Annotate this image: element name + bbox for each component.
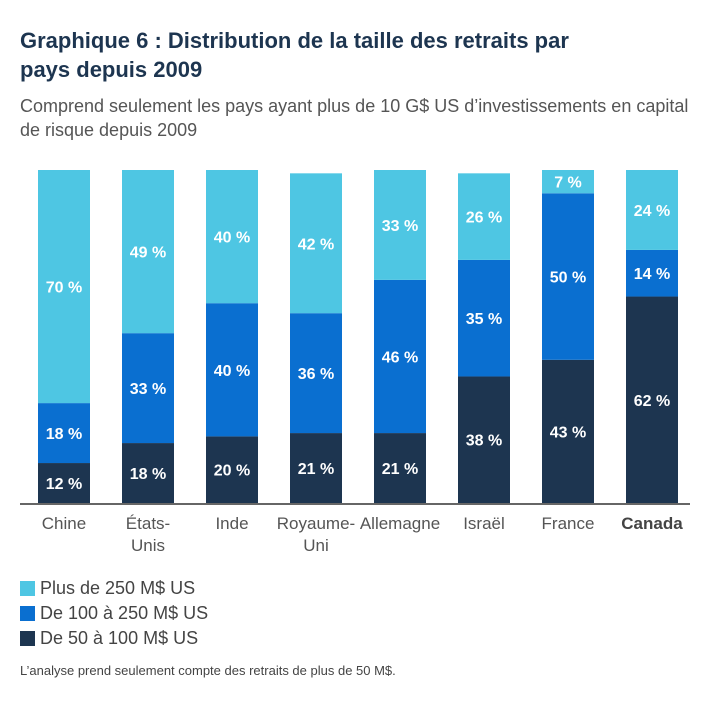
bar-segment xyxy=(38,403,90,464)
category-label: Canada xyxy=(621,514,683,533)
bar-segment xyxy=(542,359,594,503)
chart-title: Graphique 6 : Distribution de la taille … xyxy=(20,28,569,82)
legend-item: De 50 à 100 M$ US xyxy=(20,626,208,651)
data-label: 7 % xyxy=(554,175,582,192)
data-label: 36 % xyxy=(298,366,334,383)
bar-segment xyxy=(626,249,678,297)
category-label: États- xyxy=(126,514,170,533)
data-label: 20 % xyxy=(214,463,250,480)
data-label: 43 % xyxy=(550,424,586,441)
bar-segment xyxy=(374,433,426,503)
legend-label: De 100 à 250 M$ US xyxy=(40,603,209,623)
category-label: France xyxy=(542,514,595,533)
data-label: 18 % xyxy=(130,466,166,483)
data-label: 46 % xyxy=(382,349,418,366)
bar-segment xyxy=(374,170,426,280)
bar-segment xyxy=(38,170,90,404)
bar-segment xyxy=(206,436,258,503)
category-label: Israël xyxy=(463,514,505,533)
bar-segment xyxy=(458,376,510,503)
data-label: 26 % xyxy=(466,210,502,227)
data-label: 33 % xyxy=(130,381,166,398)
bar-segment xyxy=(290,173,342,314)
bar-segment xyxy=(122,170,174,334)
data-label: 50 % xyxy=(550,270,586,287)
bar-segment xyxy=(542,170,594,194)
data-label: 21 % xyxy=(298,461,334,478)
data-label: 70 % xyxy=(46,280,82,297)
bar-segment xyxy=(290,433,342,503)
data-label: 35 % xyxy=(466,311,502,328)
bar-segment xyxy=(374,279,426,434)
category-label: Chine xyxy=(42,514,86,533)
data-label: 49 % xyxy=(130,245,166,262)
bar-segment xyxy=(122,443,174,503)
chart-subtitle: Comprend seulement les pays ayant plus d… xyxy=(20,96,689,140)
data-label: 40 % xyxy=(214,363,250,380)
bar-segment xyxy=(542,193,594,360)
footnote: L’analyse prend seulement compte des ret… xyxy=(20,663,396,678)
legend-label: Plus de 250 M$ US xyxy=(40,578,196,598)
category-label: Royaume- xyxy=(277,514,355,533)
bar-segment xyxy=(206,303,258,437)
data-label: 21 % xyxy=(382,461,418,478)
category-label: Inde xyxy=(215,514,248,533)
bar-segment xyxy=(626,296,678,503)
data-label: 38 % xyxy=(466,433,502,450)
data-label: 18 % xyxy=(46,426,82,443)
bar-segment xyxy=(38,463,90,503)
bar-segment xyxy=(458,259,510,377)
data-label: 12 % xyxy=(46,476,82,493)
legend: Plus de 250 M$ US De 100 à 250 M$ US De 50… xyxy=(20,576,208,651)
legend-swatch xyxy=(20,581,35,596)
bar-segment xyxy=(290,313,342,434)
legend-item: De 100 à 250 M$ US xyxy=(20,601,208,626)
data-label: 14 % xyxy=(634,266,670,283)
category-label: Uni xyxy=(303,536,329,555)
data-label: 42 % xyxy=(298,236,334,253)
bar-segment xyxy=(206,170,258,304)
data-label: 40 % xyxy=(214,230,250,247)
bar-segment xyxy=(122,333,174,444)
data-label: 24 % xyxy=(634,203,670,220)
data-label: 33 % xyxy=(382,218,418,235)
legend-swatch xyxy=(20,631,35,646)
bar-segment xyxy=(458,173,510,260)
category-label: Allemagne xyxy=(360,514,440,533)
category-label: Unis xyxy=(131,536,165,555)
legend-item: Plus de 250 M$ US xyxy=(20,576,208,601)
bar-segment xyxy=(626,170,678,250)
legend-swatch xyxy=(20,606,35,621)
data-label: 62 % xyxy=(634,393,670,410)
legend-label: De 50 à 100 M$ US xyxy=(40,628,199,648)
